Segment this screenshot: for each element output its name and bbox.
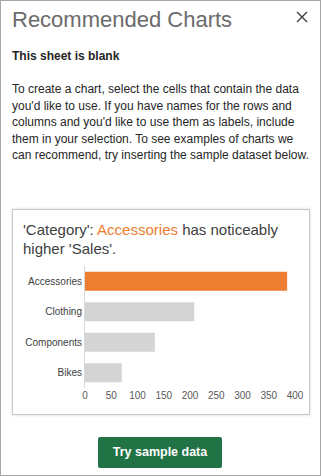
html-text:Try sample data: Try sample data [112,445,208,459]
svg-text:50: 50 [106,390,118,401]
svg-text:250: 250 [208,390,225,401]
svg-text:Bikes: Bikes [58,367,82,378]
svg-text:Clothing: Clothing [45,306,82,317]
svg-text:300: 300 [234,390,251,401]
html-text:This sheet is blank: This sheet is blank [12,49,120,63]
svg-text:Accessories: Accessories [28,276,82,287]
html-text:'Category': Accessories has no: 'Category': Accessories has noticeably h… [23,221,278,257]
svg-text:400: 400 [287,390,304,401]
html-text:To create a chart, select the: To create a chart, select the cells that… [12,82,309,162]
html-text:Recommended Charts: Recommended Charts [12,7,233,32]
svg-text:150: 150 [155,390,172,401]
svg-text:200: 200 [182,390,199,401]
svg-text:100: 100 [129,390,146,401]
svg-text:350: 350 [260,390,277,401]
svg-text:0: 0 [82,390,88,401]
svg-text:Components: Components [25,337,82,348]
